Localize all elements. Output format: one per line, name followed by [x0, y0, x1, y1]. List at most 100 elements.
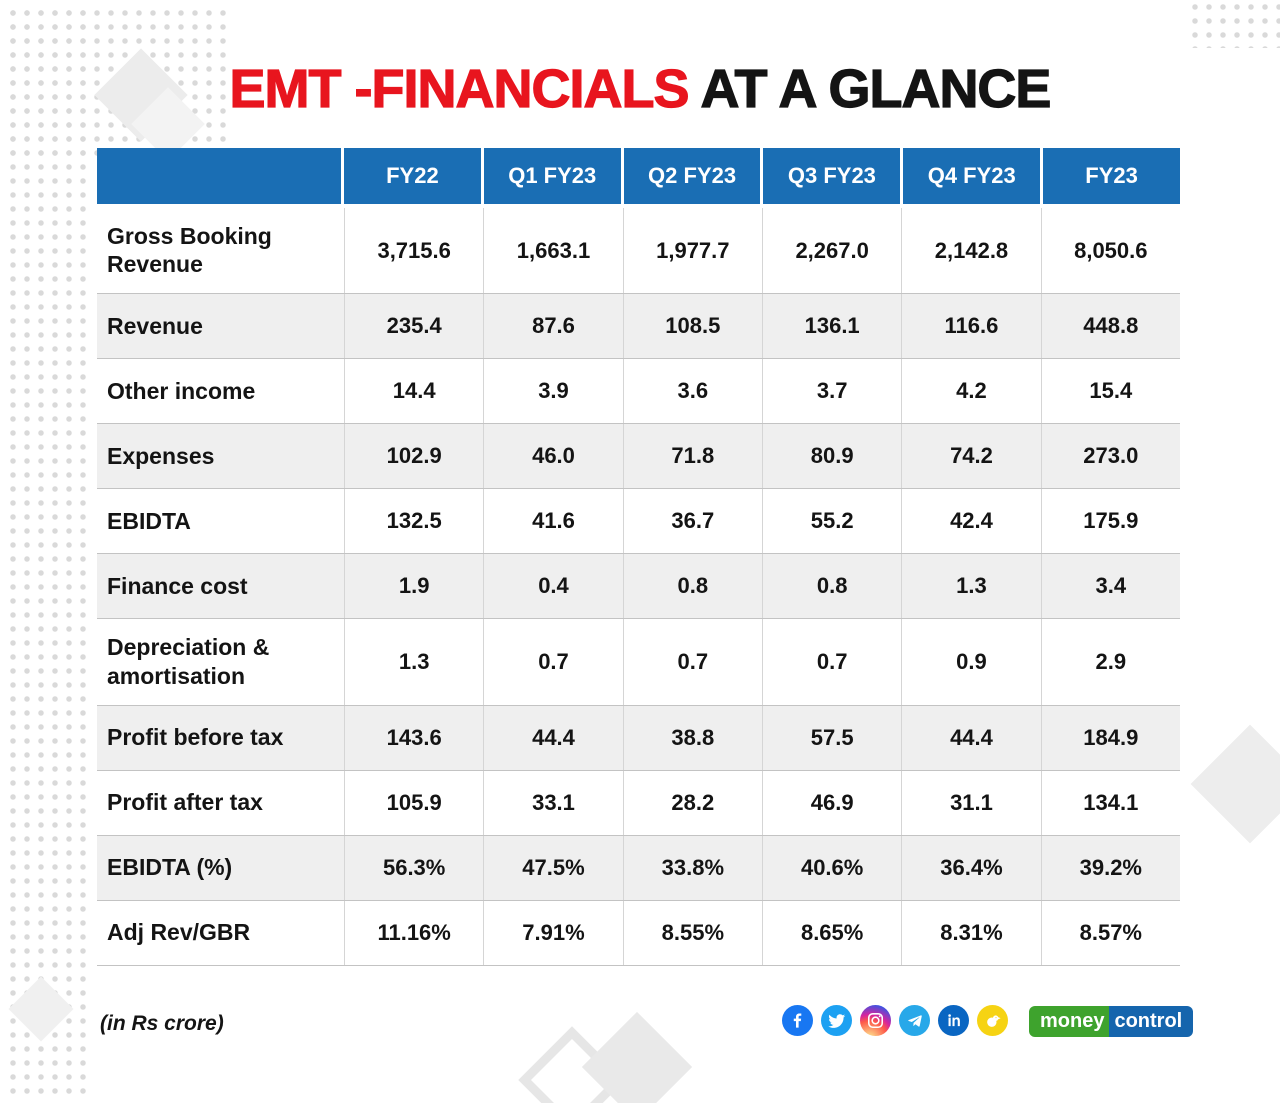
table-cell: 46.9 — [761, 770, 901, 835]
table-cell: 3.9 — [483, 359, 622, 423]
social-icons-row — [782, 1005, 1008, 1036]
header-cell: Q3 FY23 — [763, 148, 904, 204]
table-row: Finance cost 1.9 0.4 0.8 0.8 1.3 3.4 — [97, 554, 1180, 619]
table-cell: 31.1 — [901, 770, 1040, 835]
table-row: EBIDTA (%) 56.3% 47.5% 33.8% 40.6% 36.4% 39.2% — [97, 835, 1180, 901]
table-cell: 0.8 — [761, 554, 901, 618]
table-cell: 42.4 — [901, 489, 1040, 553]
table-cell: 46.0 — [483, 424, 622, 488]
table-cell: 0.4 — [483, 554, 622, 618]
table-cell: 184.9 — [1040, 705, 1180, 770]
logo-control-text: control — [1109, 1006, 1194, 1037]
row-label: EBIDTA — [107, 507, 191, 534]
table-cell: 102.9 — [344, 424, 483, 488]
table-cell: 1,663.1 — [483, 207, 622, 293]
table-row: Other income 14.4 3.9 3.6 3.7 4.2 15.4 — [97, 359, 1180, 424]
table-cell: 4.2 — [901, 359, 1040, 423]
table-cell: 7.91% — [483, 900, 622, 965]
linkedin-icon[interactable] — [938, 1005, 969, 1036]
twitter-icon[interactable] — [821, 1005, 852, 1036]
table-cell: 36.4% — [901, 835, 1040, 900]
row-label: Other income — [107, 377, 256, 404]
table-cell: 71.8 — [622, 424, 762, 488]
table-cell: 36.7 — [622, 489, 762, 553]
table-cell: 1.3 — [901, 554, 1040, 618]
koo-icon[interactable] — [977, 1005, 1008, 1036]
table-row: EBIDTA 132.5 41.6 36.7 55.2 42.4 175.9 — [97, 489, 1180, 554]
table-cell: 143.6 — [344, 705, 483, 770]
table-cell: 0.7 — [483, 619, 622, 705]
table-cell: 80.9 — [761, 424, 901, 488]
table-cell: 0.7 — [622, 619, 762, 705]
table-cell: 57.5 — [761, 705, 901, 770]
table-cell: 40.6% — [761, 835, 901, 900]
row-label: EBIDTA (%) — [107, 854, 233, 881]
table-cell: 87.6 — [483, 294, 622, 358]
title-red-part: EMT -FINANCIALS — [229, 58, 690, 119]
table-cell: 33.8% — [622, 835, 762, 900]
table-row: Adj Rev/GBR 11.16% 7.91% 8.55% 8.65% 8.31% 8.5… — [97, 900, 1180, 966]
table-cell: 3,715.6 — [344, 207, 483, 293]
facebook-icon[interactable] — [782, 1005, 813, 1036]
instagram-icon[interactable] — [860, 1005, 891, 1036]
table-cell: 44.4 — [483, 705, 622, 770]
table-cell: 39.2% — [1040, 835, 1180, 900]
table-cell: 14.4 — [344, 359, 483, 423]
header-cell-empty — [97, 148, 344, 204]
row-label: Finance cost — [107, 572, 248, 599]
table-cell: 134.1 — [1040, 770, 1180, 835]
table-cell: 108.5 — [622, 294, 762, 358]
table-cell: 28.2 — [622, 770, 762, 835]
header-cell: FY22 — [344, 148, 484, 204]
moneycontrol-logo[interactable]: money control — [1029, 1006, 1194, 1037]
header-cell: Q1 FY23 — [483, 148, 624, 204]
table-row: Profit before tax 143.6 44.4 38.8 57.5 44.4 18… — [97, 705, 1180, 771]
table-cell: 448.8 — [1040, 294, 1180, 358]
table-cell: 3.6 — [622, 359, 762, 423]
page-title: EMT -FINANCIALS AT A GLANCE — [0, 58, 1280, 120]
logo-money-text: money — [1029, 1006, 1110, 1037]
table-cell: 44.4 — [901, 705, 1040, 770]
row-label: Expenses — [107, 442, 215, 469]
row-label: Depreciation & amortisation — [107, 634, 270, 689]
table-row: Gross Booking Revenue 3,715.6 1,663.1 1,977… — [97, 207, 1180, 294]
table-cell: 175.9 — [1040, 489, 1180, 553]
table-row: Revenue 235.4 87.6 108.5 136.1 116.6 448.8 — [97, 294, 1180, 359]
row-label: Gross Booking Revenue — [107, 222, 272, 278]
dot-pattern-left — [6, 6, 90, 1098]
table-cell: 1,977.7 — [622, 207, 762, 293]
table-cell: 3.7 — [761, 359, 901, 423]
table-cell: 56.3% — [344, 835, 483, 900]
diamond-decoration — [1190, 724, 1280, 844]
table-cell: 1.3 — [344, 619, 483, 705]
header-cell: FY23 — [1043, 148, 1180, 204]
table-cell: 235.4 — [344, 294, 483, 358]
table-cell: 136.1 — [761, 294, 901, 358]
table-cell: 55.2 — [761, 489, 901, 553]
table-cell: 8,050.6 — [1040, 207, 1180, 293]
table-cell: 2.9 — [1040, 619, 1180, 705]
table-cell: 74.2 — [901, 424, 1040, 488]
header-cell: Q4 FY23 — [903, 148, 1044, 204]
table-cell: 0.8 — [622, 554, 762, 618]
row-label: Profit before tax — [107, 724, 284, 751]
table-cell: 11.16% — [344, 900, 483, 965]
telegram-icon[interactable] — [899, 1005, 930, 1036]
table-cell: 33.1 — [483, 770, 622, 835]
row-label: Profit after tax — [107, 789, 263, 816]
table-cell: 132.5 — [344, 489, 483, 553]
table-cell: 8.55% — [622, 900, 762, 965]
table-cell: 3.4 — [1040, 554, 1180, 618]
table-cell: 8.57% — [1040, 900, 1180, 965]
table-cell: 47.5% — [483, 835, 622, 900]
table-cell: 1.9 — [344, 554, 483, 618]
table-cell: 8.65% — [761, 900, 901, 965]
table-header-row: FY22 Q1 FY23 Q2 FY23 Q3 FY23 Q4 FY23 FY23 — [97, 148, 1180, 204]
table-cell: 105.9 — [344, 770, 483, 835]
header-cell: Q2 FY23 — [623, 148, 764, 204]
table-cell: 2,267.0 — [761, 207, 901, 293]
table-cell: 2,142.8 — [901, 207, 1040, 293]
table-cell: 0.7 — [761, 619, 901, 705]
table-row: Profit after tax 105.9 33.1 28.2 46.9 31.1 134… — [97, 770, 1180, 836]
